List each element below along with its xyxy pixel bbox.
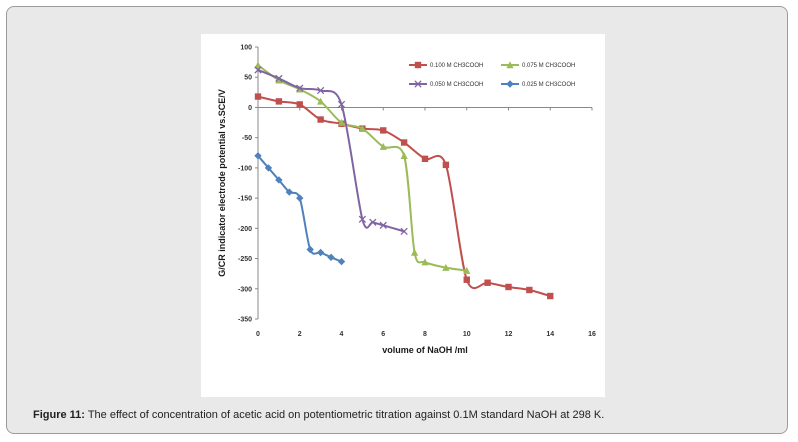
data-point-0 [484,279,491,286]
data-point-0 [421,155,429,163]
data-point-0 [442,161,450,169]
data-point-0 [526,286,533,294]
data-point-2 [254,66,262,74]
data-point-3 [316,248,325,257]
titration-chart: 100 50 0 -50 -100 -150 -200 -250 -300 -350 0 2 4 6 8 10… [217,45,596,356]
legend-marker [414,61,422,69]
data-point-1 [463,266,471,274]
data-point-0 [296,101,303,108]
data-point-1 [337,118,346,126]
x-tick-label: 12 [505,331,513,338]
y-tick-label: -100 [238,165,252,172]
data-point-3 [285,188,294,196]
data-point-2 [337,100,346,109]
y-tick-label: -150 [238,196,252,203]
data-point-1 [410,248,419,256]
data-point-0 [317,116,324,123]
data-point-2 [369,218,377,226]
data-point-2 [379,221,387,229]
data-point-3 [264,164,273,172]
y-tick-label: -350 [238,317,252,324]
x-tick-label: 16 [588,331,596,338]
data-point-2 [296,84,304,92]
x-tick-label: 4 [340,331,344,338]
x-tick-label: 0 [256,331,260,338]
data-point-2 [316,86,325,95]
y-tick-label: 100 [240,45,252,52]
data-point-1 [275,76,283,84]
x-tick-label: 8 [423,331,427,338]
caption-text: The effect of concentration of acetic ac… [84,409,605,421]
legend-label: 0.075 M CH3COOH [522,63,575,69]
chart-panel: 100 50 0 -50 -100 -150 -200 -250 -300 -350 0 2 4 6 8 10… [201,34,605,397]
x-tick-label: 14 [546,331,554,338]
x-tick-label: 6 [381,331,385,338]
data-point-0 [400,139,408,146]
series-line-1 [257,64,467,272]
data-point-1 [317,97,325,105]
data-point-3 [254,152,262,160]
data-point-1 [400,152,408,159]
data-point-0 [547,292,554,300]
data-point-3 [306,245,314,254]
data-point-0 [463,276,470,283]
data-point-0 [505,283,512,291]
x-tick-label: 10 [463,331,471,338]
series-line-3 [257,155,342,263]
data-point-2 [358,215,367,223]
data-point-1 [358,124,366,132]
data-point-0 [254,93,262,100]
data-point-1 [442,263,450,271]
series-line-0 [257,95,551,297]
data-point-1 [254,61,262,69]
data-point-1 [379,142,387,150]
x-tick-label: 2 [298,331,302,338]
data-point-3 [337,257,346,266]
legend-label: 0.050 M CH3COOH [430,82,483,88]
y-tick-label: -250 [238,256,252,263]
x-axis-title: volume of NaOH /ml [382,345,468,355]
legend-marker [506,61,514,69]
data-point-3 [275,176,283,184]
series-line-2 [257,69,405,233]
y-tick-label: -200 [238,226,252,233]
y-tick-label: -50 [242,135,252,142]
figure-frame: 100 50 0 -50 -100 -150 -200 -250 -300 -350 0 2 4 6 8 10… [6,6,788,434]
data-point-3 [296,194,304,202]
data-point-2 [400,227,408,236]
legend-label: 0.025 M CH3COOH [522,82,575,88]
y-tick-label: -300 [238,286,252,293]
y-axis-title: G/CR indicator electrode potential vs.SC… [217,89,227,277]
data-point-0 [380,127,387,134]
figure-caption: Figure 11: The effect of concentration o… [33,409,773,421]
y-tick-label: 0 [248,105,252,112]
legend-marker [506,80,514,88]
data-point-2 [275,74,283,83]
data-point-1 [421,258,429,266]
legend-marker [414,80,422,88]
legend-label: 0.100 M CH3COOH [430,63,483,69]
y-tick-label: 50 [244,75,252,82]
caption-label: Figure 11: [33,409,85,421]
data-point-0 [275,98,283,105]
data-point-3 [327,253,335,262]
